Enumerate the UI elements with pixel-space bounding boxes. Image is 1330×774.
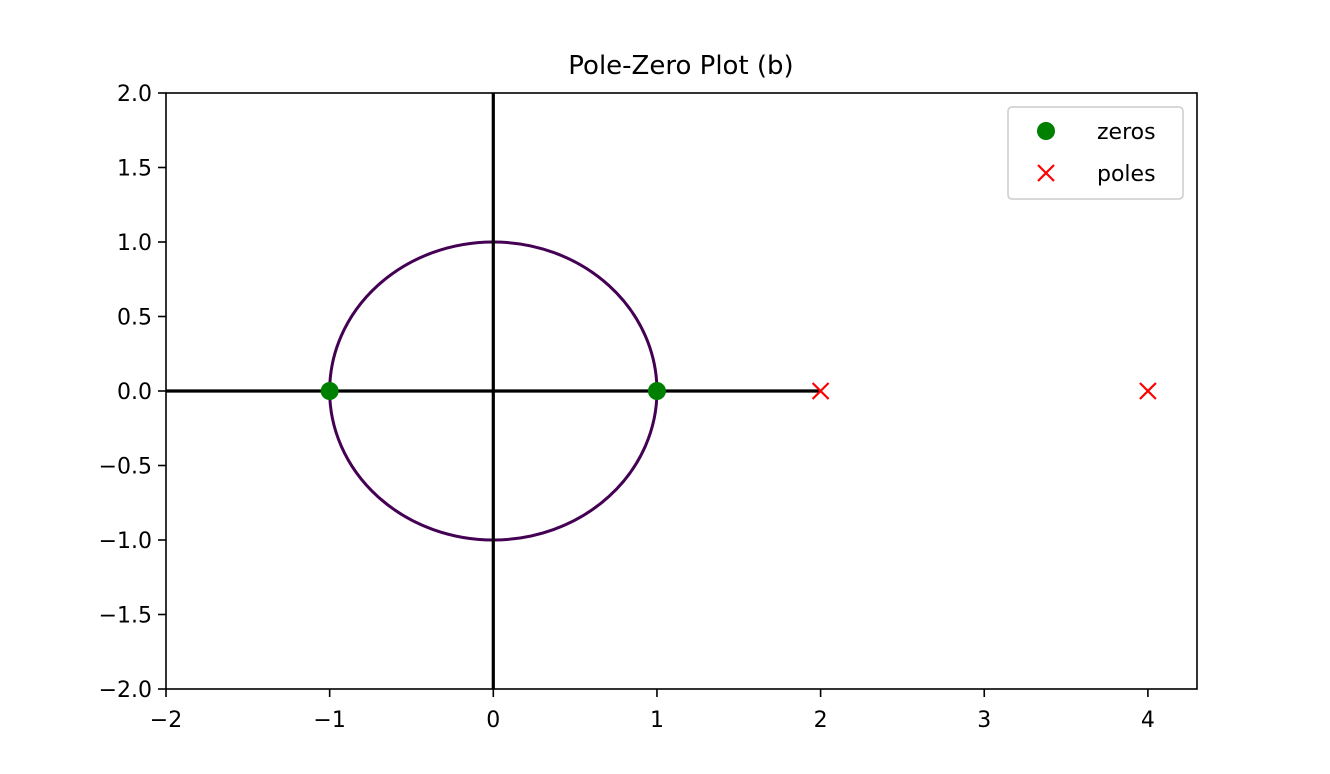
x-tick-label: 4 [1141, 708, 1155, 733]
x-tick-label: −1 [313, 708, 345, 733]
axes-frame [165, 92, 1198, 690]
poles-point-2 [1139, 382, 1157, 400]
legend-marker-zeros [1037, 122, 1055, 140]
legend: zeros poles [1007, 106, 1184, 200]
poles-point-2-stroke-b [1139, 382, 1157, 400]
x-axis: −2 −1 0 1 2 3 4 [150, 689, 1155, 733]
legend-label-zeros: zeros [1097, 120, 1156, 145]
x-tick-label: 3 [977, 708, 991, 733]
y-tick-label: 2.0 [117, 82, 152, 107]
y-tick-label: 0.0 [117, 380, 152, 405]
legend-marker-poles [1037, 164, 1055, 182]
legend-label-poles: poles [1097, 162, 1156, 187]
y-tick-label: 1.0 [117, 231, 152, 256]
zeros-point-2 [647, 382, 666, 400]
y-tick-label: −0.5 [99, 455, 152, 480]
y-tick-label: −1.0 [99, 529, 152, 554]
poles-point-1-stroke-b [811, 382, 830, 400]
zeros-point-1 [320, 382, 339, 400]
x-tick-label: 1 [650, 708, 664, 733]
y-tick-label: 1.5 [117, 157, 152, 182]
y-tick-label: 0.5 [117, 306, 152, 331]
y-tick-label: −1.5 [99, 604, 152, 629]
y-tick-label: −2.0 [99, 678, 152, 703]
chart-title: Pole-Zero Plot (b) [568, 51, 793, 81]
poles-point-1 [811, 382, 830, 400]
legend-marker-poles-stroke-b [1037, 164, 1055, 182]
x-tick-label: −2 [150, 708, 182, 733]
legend-box [1007, 106, 1184, 200]
x-tick-label: 2 [814, 708, 828, 733]
y-axis: 2.0 1.5 1.0 0.5 0.0 −0.5 −1.0 −1.5 −2.0 [99, 82, 166, 703]
x-tick-label: 0 [486, 708, 500, 733]
plot-area [166, 93, 1157, 689]
